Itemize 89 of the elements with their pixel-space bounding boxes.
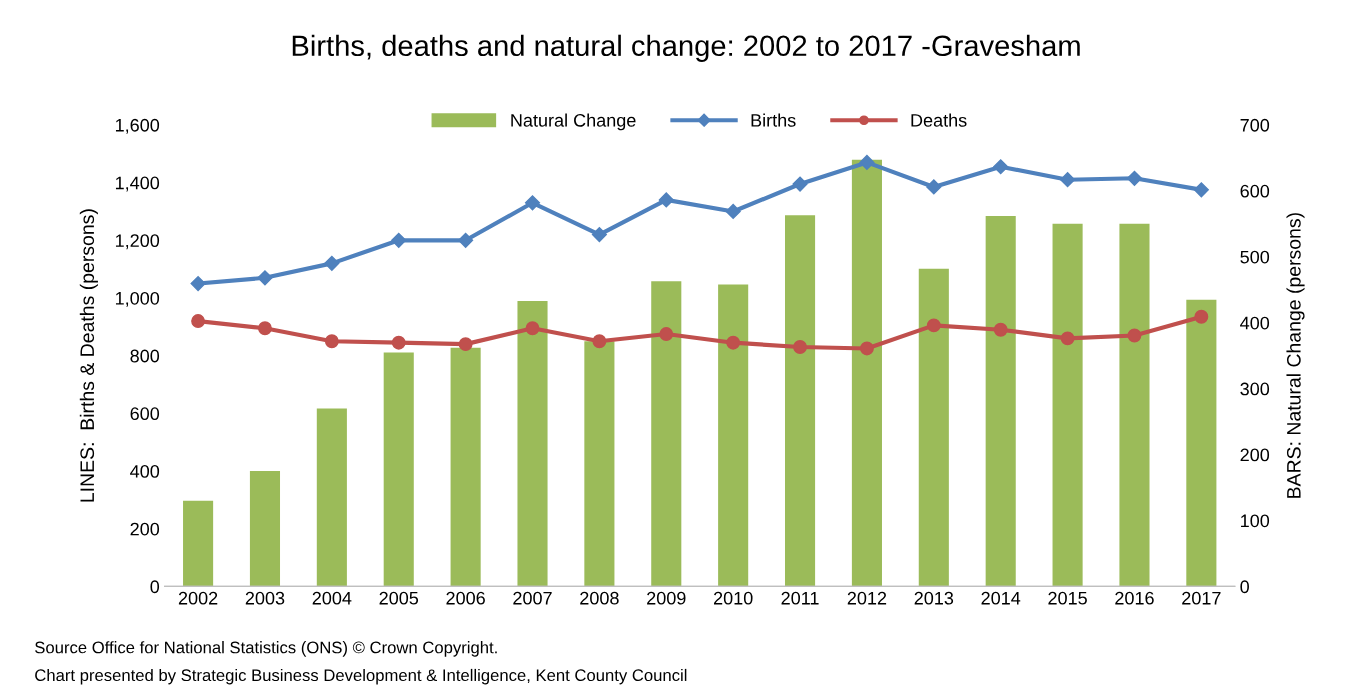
y-tick-label: 400 — [130, 464, 160, 478]
point — [1193, 182, 1209, 198]
x-tick-label: 2002 — [178, 591, 218, 605]
y2-tick-label: 0 — [1240, 580, 1249, 594]
y2-tick-label: 300 — [1240, 382, 1270, 396]
point — [658, 192, 674, 208]
point — [859, 341, 874, 356]
point — [258, 321, 272, 336]
point — [458, 232, 474, 248]
x-tick-label: 2004 — [312, 591, 352, 605]
y2-tick-label: 700 — [1240, 118, 1270, 132]
y-tick-label: 800 — [130, 349, 160, 363]
point — [257, 270, 273, 286]
y-tick-label: 1,200 — [115, 234, 160, 250]
bar — [718, 284, 749, 587]
point — [993, 322, 1008, 337]
point — [324, 334, 339, 349]
point — [993, 159, 1009, 175]
bar — [1119, 223, 1150, 587]
x-tick-label: 2014 — [981, 591, 1021, 605]
bar — [316, 408, 347, 587]
point — [525, 321, 540, 336]
point — [792, 176, 808, 192]
point — [1126, 170, 1143, 186]
point — [592, 334, 607, 349]
text: Chart presented by Strategic Business Development & Intelligence, Kent County Council — [35, 668, 687, 685]
point — [191, 314, 206, 329]
point — [725, 203, 741, 220]
point — [458, 337, 473, 352]
y-tick-label: 200 — [130, 522, 160, 536]
source-note: Source Office for National Statistics (ONS) © Crown Copyright. — [35, 641, 497, 657]
point — [926, 179, 942, 195]
bar — [517, 300, 548, 587]
x-tick-label: 2016 — [1115, 591, 1154, 605]
point — [1194, 309, 1209, 324]
x-tick-label: 2003 — [245, 591, 285, 605]
bar — [584, 341, 615, 587]
y-tick-label: 600 — [130, 407, 160, 421]
x-tick-label: 2017 — [1182, 591, 1221, 605]
y2-axis-title: BARS: Natural Change (persons) — [1286, 213, 1305, 498]
bar — [651, 281, 682, 587]
y-tick-label: 0 — [150, 580, 160, 594]
point — [591, 226, 607, 243]
y2-tick-label: 500 — [1240, 250, 1270, 264]
legend-label: Deaths — [911, 113, 967, 127]
point — [190, 275, 206, 292]
legend-label: Births — [751, 113, 796, 127]
x-tick-label: 2013 — [914, 591, 954, 605]
point — [1060, 172, 1076, 188]
bar — [918, 268, 949, 587]
x-tick-label: 2008 — [580, 591, 619, 605]
x-tick-label: 2011 — [781, 591, 819, 605]
bar — [851, 159, 882, 587]
y-tick-label: 1,400 — [115, 176, 160, 192]
bar — [985, 215, 1016, 587]
bar — [249, 471, 281, 587]
bar — [183, 500, 214, 587]
y2-tick-label: 600 — [1240, 184, 1270, 198]
y-tick-label: 1,000 — [115, 291, 160, 307]
legend-label: Natural Change — [511, 113, 636, 131]
x-tick-label: 2010 — [713, 591, 753, 605]
x-tick-label: 2012 — [847, 591, 887, 605]
point — [859, 154, 875, 170]
bar — [1052, 223, 1083, 587]
y2-tick-label: 200 — [1240, 448, 1270, 462]
y2-tick-label: 100 — [1241, 514, 1270, 528]
y-axis-title: LINES: Births & Deaths (persons) — [79, 209, 98, 502]
point — [726, 335, 741, 350]
y-tick-label: 1,600 — [115, 118, 160, 134]
x-tick-label: 2005 — [379, 591, 419, 605]
point — [926, 318, 941, 333]
point — [324, 255, 340, 271]
point — [524, 195, 541, 211]
point — [793, 340, 807, 354]
bar — [1186, 299, 1217, 587]
chart-title: Births, deaths and natural change: 2002 to 2017 -Gravesham — [292, 34, 1080, 62]
x-tick-label: 2009 — [647, 591, 686, 605]
point — [659, 327, 674, 341]
point — [391, 232, 407, 248]
point — [1060, 331, 1075, 346]
bar — [785, 215, 816, 587]
x-tick-label: 2015 — [1048, 591, 1087, 605]
bar — [383, 352, 414, 587]
point — [391, 335, 406, 350]
x-tick-label: 2007 — [513, 591, 552, 605]
point — [1127, 328, 1142, 343]
bar — [450, 347, 481, 587]
x-tick-label: 2006 — [446, 591, 485, 605]
y2-tick-label: 400 — [1240, 316, 1270, 330]
